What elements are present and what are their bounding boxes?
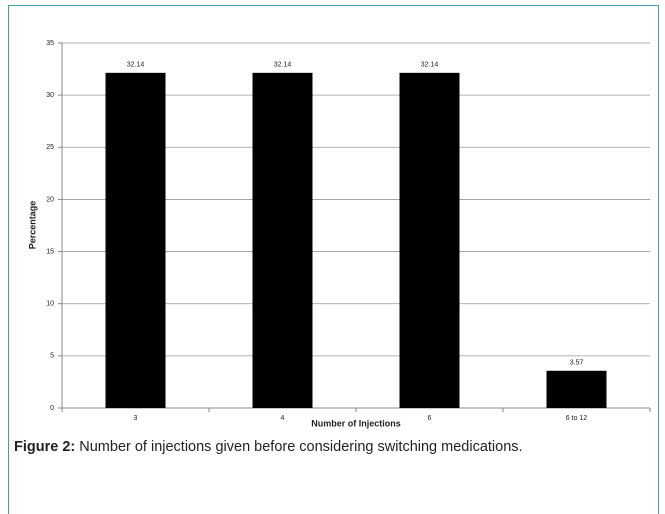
x-axis-label: Number of Injections xyxy=(311,418,401,428)
y-tick-label: 30 xyxy=(46,92,54,99)
y-tick-label: 0 xyxy=(50,405,54,412)
bar xyxy=(399,72,460,408)
data-label: 32.14 xyxy=(421,62,439,69)
chart: Percentage Number of Injections 0 5 10 15 20… xyxy=(27,40,651,428)
y-tick-label: 5 xyxy=(50,353,54,360)
bar xyxy=(105,72,166,408)
x-tick-label: 6 xyxy=(428,415,432,422)
y-tick-label: 15 xyxy=(46,248,54,255)
y-tick-label: 25 xyxy=(46,144,54,151)
y-tick-label: 10 xyxy=(46,301,54,308)
caption-label: Figure 2: xyxy=(14,439,76,455)
figure-frame xyxy=(8,5,659,514)
data-label: 32.14 xyxy=(274,62,292,69)
data-label: 32.14 xyxy=(127,62,145,69)
caption-text: Number of injections given before consid… xyxy=(79,439,523,455)
y-tick-label: 20 xyxy=(46,196,54,203)
data-label: 3.57 xyxy=(570,360,584,367)
x-tick-label: 6 to 12 xyxy=(566,415,588,422)
y-tick-label: 35 xyxy=(46,40,54,47)
x-tick-label: 3 xyxy=(134,415,138,422)
caption: Figure 2: Number of injections given bef… xyxy=(14,437,654,458)
bar xyxy=(252,72,313,408)
bar xyxy=(546,370,607,408)
x-tick-label: 4 xyxy=(281,415,285,422)
y-axis-label: Percentage xyxy=(27,201,37,250)
